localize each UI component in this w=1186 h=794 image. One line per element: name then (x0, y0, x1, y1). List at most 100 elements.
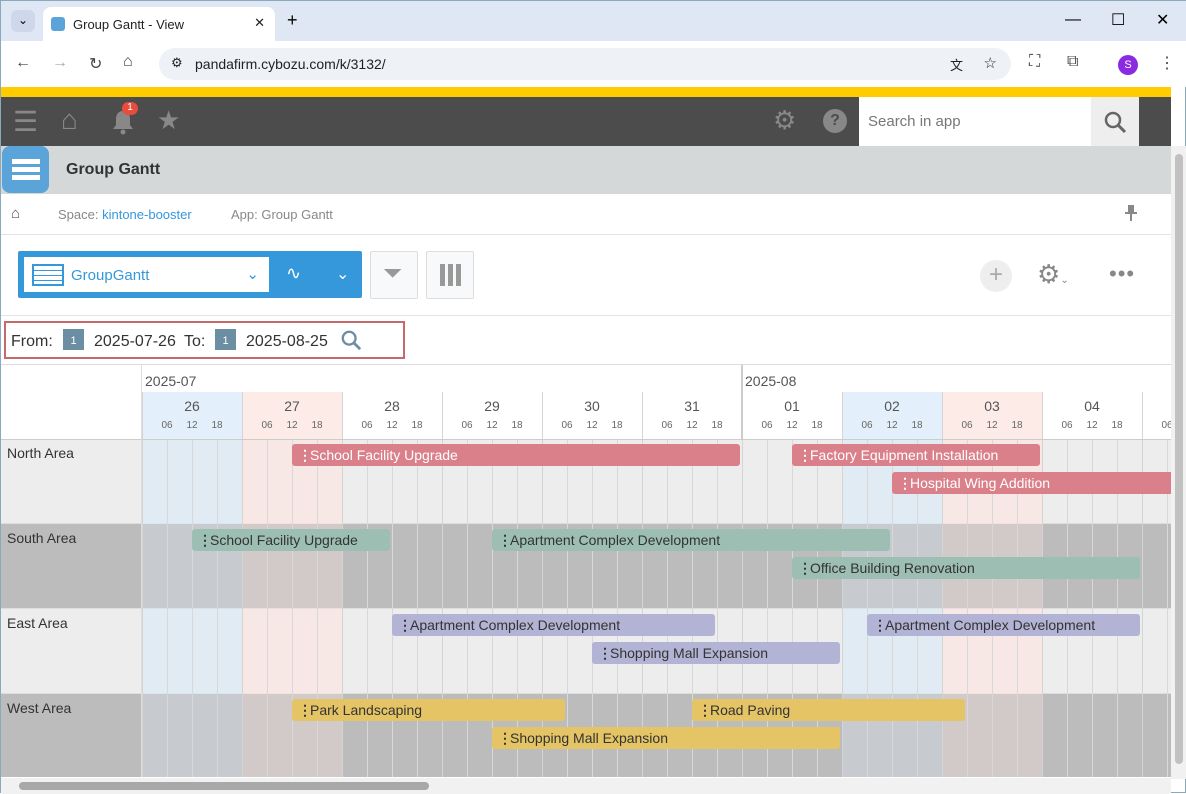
forward-icon[interactable]: → (52, 54, 68, 71)
app-settings-gear-icon[interactable]: ⚙⌄ (1037, 259, 1069, 289)
hour-gridline (1017, 439, 1018, 777)
gantt-bar[interactable]: ⋮ Office Building Renovation (792, 557, 1140, 579)
gantt-bar[interactable]: ⋮ Road Paving (692, 699, 965, 721)
translate-icon[interactable]: 文 (949, 58, 963, 73)
search-input[interactable]: Search in app (859, 97, 1091, 146)
bookmark-star-icon[interactable]: ☆ (983, 55, 997, 72)
bar-label: Park Landscaping (310, 702, 423, 718)
url-field[interactable]: pandafirm.cybozu.com/k/3132/ ⚙ 文 ☆ (159, 48, 1011, 80)
hour-label: 12 (286, 420, 298, 431)
gantt-bar[interactable]: ⋮ School Facility Upgrade (292, 444, 740, 466)
app-favicon-icon (51, 17, 65, 31)
drag-handle-icon[interactable]: ⋮ (798, 560, 812, 576)
graph-button[interactable] (426, 251, 474, 299)
hour-gridline (417, 439, 418, 777)
menu-icon[interactable]: ☰ (13, 106, 39, 137)
drag-handle-icon[interactable]: ⋮ (873, 617, 887, 633)
more-options-icon[interactable]: ••• (1109, 261, 1136, 286)
hour-gridline (617, 439, 618, 777)
scroll-thumb[interactable] (1175, 154, 1183, 764)
gantt-bar[interactable]: ⋮ Apartment Complex Development (867, 614, 1140, 636)
site-info-icon[interactable]: ⚙ (171, 55, 183, 70)
month-label: 2025-08 (745, 373, 797, 389)
day-label: 03 (984, 398, 1000, 414)
chevron-down-icon[interactable]: ⌄ (336, 266, 350, 283)
hour-label: 18 (511, 420, 523, 431)
drag-handle-icon[interactable]: ⋮ (498, 532, 512, 548)
home-icon[interactable]: ⌂ (61, 104, 78, 135)
to-date-input[interactable]: 2025-08-25 (246, 333, 328, 350)
hour-gridline (692, 439, 693, 777)
hour-label: 18 (811, 420, 823, 431)
from-date-input[interactable]: 2025-07-26 (94, 333, 176, 350)
close-tab-icon[interactable]: ✕ (254, 15, 265, 30)
hour-label: 18 (1011, 420, 1023, 431)
favorites-star-icon[interactable]: ★ (157, 105, 181, 135)
back-icon[interactable]: ← (15, 54, 31, 71)
drag-handle-icon[interactable]: ⋮ (898, 475, 912, 491)
bar-label: Factory Equipment Installation (810, 447, 999, 463)
view-dropdown[interactable]: GroupGantt ⌄ (24, 257, 269, 292)
hour-gridline (292, 439, 293, 777)
drag-handle-icon[interactable]: ⋮ (298, 702, 312, 718)
gantt-bar[interactable]: ⋮ Apartment Complex Development (492, 529, 890, 551)
bell-icon[interactable] (111, 109, 135, 135)
day-divider (1142, 392, 1143, 777)
browser-menu-icon[interactable]: ⋮ (1159, 55, 1175, 72)
gantt-bar[interactable]: ⋮ Apartment Complex Development (392, 614, 715, 636)
hour-label: 06 (1161, 420, 1171, 431)
gantt-bar[interactable]: ⋮ Park Landscaping (292, 699, 565, 721)
gantt-chart: North Area South Area East Area West Area 26… (1, 364, 1171, 777)
maximize-icon[interactable]: ☐ (1111, 12, 1126, 29)
add-record-button[interactable]: + (980, 260, 1012, 292)
bar-label: Apartment Complex Development (510, 532, 721, 548)
hour-gridline (367, 439, 368, 777)
vertical-scrollbar[interactable] (1171, 146, 1186, 779)
day-divider (842, 392, 843, 777)
new-tab-icon[interactable]: + (287, 10, 298, 30)
tab-search-button[interactable]: ⌄ (11, 10, 35, 32)
hour-label: 06 (461, 420, 473, 431)
drag-handle-icon[interactable]: ⋮ (398, 617, 412, 633)
drag-handle-icon[interactable]: ⋮ (698, 702, 712, 718)
gantt-bar[interactable]: ⋮ Factory Equipment Installation (792, 444, 1040, 466)
hour-label: 06 (861, 420, 873, 431)
help-icon[interactable]: ? (823, 109, 847, 133)
drag-handle-icon[interactable]: ⋮ (498, 730, 512, 746)
gantt-bar[interactable]: ⋮ School Facility Upgrade (192, 529, 390, 551)
browser-tab[interactable]: Group Gantt - View ✕ (43, 7, 275, 41)
minimize-icon[interactable]: — (1065, 11, 1081, 28)
profile-avatar[interactable]: S (1118, 55, 1138, 75)
drag-handle-icon[interactable]: ⋮ (598, 645, 612, 661)
hour-gridline (167, 439, 168, 777)
bar-label: Apartment Complex Development (410, 617, 621, 633)
day-label: 05 (1142, 398, 1171, 414)
filter-button[interactable]: ⏷ (370, 251, 418, 299)
calendar-icon[interactable]: 1 (63, 329, 84, 350)
drag-handle-icon[interactable]: ⋮ (798, 447, 812, 463)
calendar-icon[interactable]: 1 (215, 329, 236, 350)
graph-view-icon[interactable]: ∿ (286, 263, 302, 283)
gantt-bar[interactable]: ⋮ Shopping Mall Expansion (492, 727, 840, 749)
settings-gear-icon[interactable]: ⚙ (773, 105, 797, 135)
drag-handle-icon[interactable]: ⋮ (298, 447, 312, 463)
horizontal-scrollbar[interactable] (1, 778, 1171, 794)
hour-label: 06 (361, 420, 373, 431)
reload-icon[interactable]: ↻ (89, 56, 103, 73)
breadcrumb-app[interactable]: App: Group Gantt (231, 207, 333, 222)
pin-icon[interactable] (1125, 205, 1137, 221)
search-button[interactable] (1091, 97, 1139, 146)
portal-home-icon[interactable]: ⌂ (11, 205, 21, 222)
hour-label: 06 (961, 420, 973, 431)
home-icon[interactable]: ⌂ (123, 53, 133, 70)
close-window-icon[interactable]: ✕ (1156, 12, 1170, 29)
screenshot-icon[interactable]: ⛶ (1029, 53, 1041, 70)
gantt-bar[interactable]: ⋮ Shopping Mall Expansion (592, 642, 840, 664)
gantt-bar[interactable]: ⋮ Hospital Wing Addition (892, 472, 1171, 494)
drag-handle-icon[interactable]: ⋮ (198, 532, 212, 548)
hour-gridline (467, 439, 468, 777)
breadcrumb-space-link[interactable]: kintone-booster (102, 207, 192, 222)
extensions-icon[interactable]: ⧉ (1067, 53, 1079, 70)
scroll-thumb[interactable] (19, 782, 429, 790)
search-icon[interactable] (340, 329, 362, 351)
